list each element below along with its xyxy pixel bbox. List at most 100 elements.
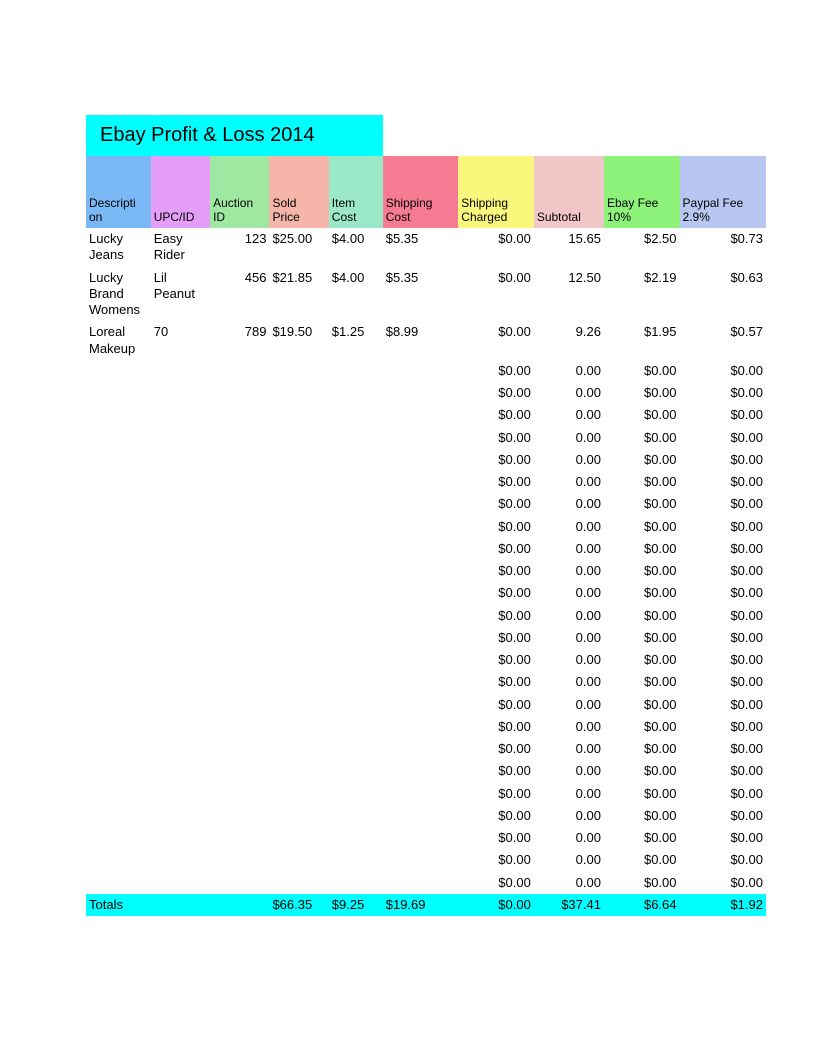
cell-shipcost bbox=[383, 516, 459, 538]
cell-shipcost bbox=[383, 805, 459, 827]
table-row: $0.000.00$0.00$0.00 bbox=[86, 582, 766, 604]
totals-label: Totals bbox=[86, 894, 151, 916]
table-row: $0.000.00$0.00$0.00 bbox=[86, 516, 766, 538]
table-row: $0.000.00$0.00$0.00 bbox=[86, 738, 766, 760]
cell-desc bbox=[86, 605, 151, 627]
table-row: $0.000.00$0.00$0.00 bbox=[86, 649, 766, 671]
cell-sold bbox=[269, 605, 328, 627]
cell-cost bbox=[329, 805, 383, 827]
cell-ebay: $0.00 bbox=[604, 827, 680, 849]
totals-paypal: $1.92 bbox=[680, 894, 766, 916]
cell-shipcost bbox=[383, 627, 459, 649]
cell-ebay: $0.00 bbox=[604, 427, 680, 449]
cell-auction bbox=[210, 760, 269, 782]
cell-shipchg: $0.00 bbox=[458, 738, 534, 760]
cell-shipchg: $0.00 bbox=[458, 760, 534, 782]
cell-sold bbox=[269, 538, 328, 560]
cell-paypal: $0.00 bbox=[680, 805, 766, 827]
cell-ebay: $0.00 bbox=[604, 649, 680, 671]
cell-paypal: $0.63 bbox=[680, 267, 766, 322]
table-row: $0.000.00$0.00$0.00 bbox=[86, 671, 766, 693]
cell-paypal: $0.00 bbox=[680, 538, 766, 560]
cell-subtotal: 0.00 bbox=[534, 827, 604, 849]
cell-shipchg: $0.00 bbox=[458, 449, 534, 471]
cell-sold bbox=[269, 760, 328, 782]
cell-shipcost bbox=[383, 427, 459, 449]
column-header: Descripti on bbox=[86, 156, 151, 228]
cell-sold bbox=[269, 649, 328, 671]
cell-shipchg: $0.00 bbox=[458, 805, 534, 827]
cell-auction: 789 bbox=[210, 321, 269, 360]
cell-auction bbox=[210, 649, 269, 671]
cell-subtotal: 0.00 bbox=[534, 471, 604, 493]
cell-subtotal: 0.00 bbox=[534, 716, 604, 738]
cell-upc bbox=[151, 827, 210, 849]
table-row: $0.000.00$0.00$0.00 bbox=[86, 404, 766, 426]
cell-ebay: $0.00 bbox=[604, 872, 680, 894]
profit-loss-table: Ebay Profit & Loss 2014 Descripti onUPC/… bbox=[86, 115, 766, 916]
cell-sold: $19.50 bbox=[269, 321, 328, 360]
cell-shipchg: $0.00 bbox=[458, 404, 534, 426]
spreadsheet: Ebay Profit & Loss 2014 Descripti onUPC/… bbox=[86, 115, 766, 916]
cell-auction bbox=[210, 849, 269, 871]
table-row: $0.000.00$0.00$0.00 bbox=[86, 783, 766, 805]
cell-cost bbox=[329, 872, 383, 894]
cell-ebay: $2.50 bbox=[604, 228, 680, 267]
cell-desc bbox=[86, 805, 151, 827]
cell-subtotal: 0.00 bbox=[534, 760, 604, 782]
totals-sold: $66.35 bbox=[269, 894, 328, 916]
table-row: $0.000.00$0.00$0.00 bbox=[86, 360, 766, 382]
cell-shipchg: $0.00 bbox=[458, 716, 534, 738]
cell-upc bbox=[151, 760, 210, 782]
column-header: Subtotal bbox=[534, 156, 604, 228]
cell-shipcost bbox=[383, 649, 459, 671]
cell-sold bbox=[269, 582, 328, 604]
cell-ebay: $2.19 bbox=[604, 267, 680, 322]
cell-ebay: $0.00 bbox=[604, 493, 680, 515]
cell-sold bbox=[269, 471, 328, 493]
column-header: Auction ID bbox=[210, 156, 269, 228]
cell-cost bbox=[329, 516, 383, 538]
table-row: $0.000.00$0.00$0.00 bbox=[86, 449, 766, 471]
cell-subtotal: 9.26 bbox=[534, 321, 604, 360]
cell-upc bbox=[151, 605, 210, 627]
cell-ebay: $1.95 bbox=[604, 321, 680, 360]
cell-cost bbox=[329, 449, 383, 471]
column-header: Shipping Charged bbox=[458, 156, 534, 228]
cell-ebay: $0.00 bbox=[604, 560, 680, 582]
cell-shipchg: $0.00 bbox=[458, 649, 534, 671]
cell-upc bbox=[151, 382, 210, 404]
cell-ebay: $0.00 bbox=[604, 738, 680, 760]
cell-paypal: $0.00 bbox=[680, 827, 766, 849]
cell-sold bbox=[269, 671, 328, 693]
title-row: Ebay Profit & Loss 2014 bbox=[86, 115, 766, 156]
cell-upc bbox=[151, 805, 210, 827]
cell-subtotal: 0.00 bbox=[534, 360, 604, 382]
cell-shipchg: $0.00 bbox=[458, 382, 534, 404]
cell-desc: Lucky Jeans bbox=[86, 228, 151, 267]
cell-cost: $1.25 bbox=[329, 321, 383, 360]
cell-shipcost: $5.35 bbox=[383, 228, 459, 267]
cell-paypal: $0.00 bbox=[680, 760, 766, 782]
cell-shipchg: $0.00 bbox=[458, 872, 534, 894]
cell-shipchg: $0.00 bbox=[458, 627, 534, 649]
cell-shipchg: $0.00 bbox=[458, 267, 534, 322]
cell-desc bbox=[86, 760, 151, 782]
cell-shipcost bbox=[383, 404, 459, 426]
cell-desc bbox=[86, 516, 151, 538]
cell-sold bbox=[269, 449, 328, 471]
cell-cost bbox=[329, 627, 383, 649]
cell-shipchg: $0.00 bbox=[458, 605, 534, 627]
cell-auction bbox=[210, 627, 269, 649]
cell-desc bbox=[86, 538, 151, 560]
cell-upc bbox=[151, 849, 210, 871]
cell-auction bbox=[210, 805, 269, 827]
cell-auction bbox=[210, 404, 269, 426]
table-row: $0.000.00$0.00$0.00 bbox=[86, 382, 766, 404]
cell-auction bbox=[210, 449, 269, 471]
cell-shipcost bbox=[383, 694, 459, 716]
cell-shipcost bbox=[383, 872, 459, 894]
cell-cost bbox=[329, 427, 383, 449]
cell-shipchg: $0.00 bbox=[458, 360, 534, 382]
cell-ebay: $0.00 bbox=[604, 671, 680, 693]
